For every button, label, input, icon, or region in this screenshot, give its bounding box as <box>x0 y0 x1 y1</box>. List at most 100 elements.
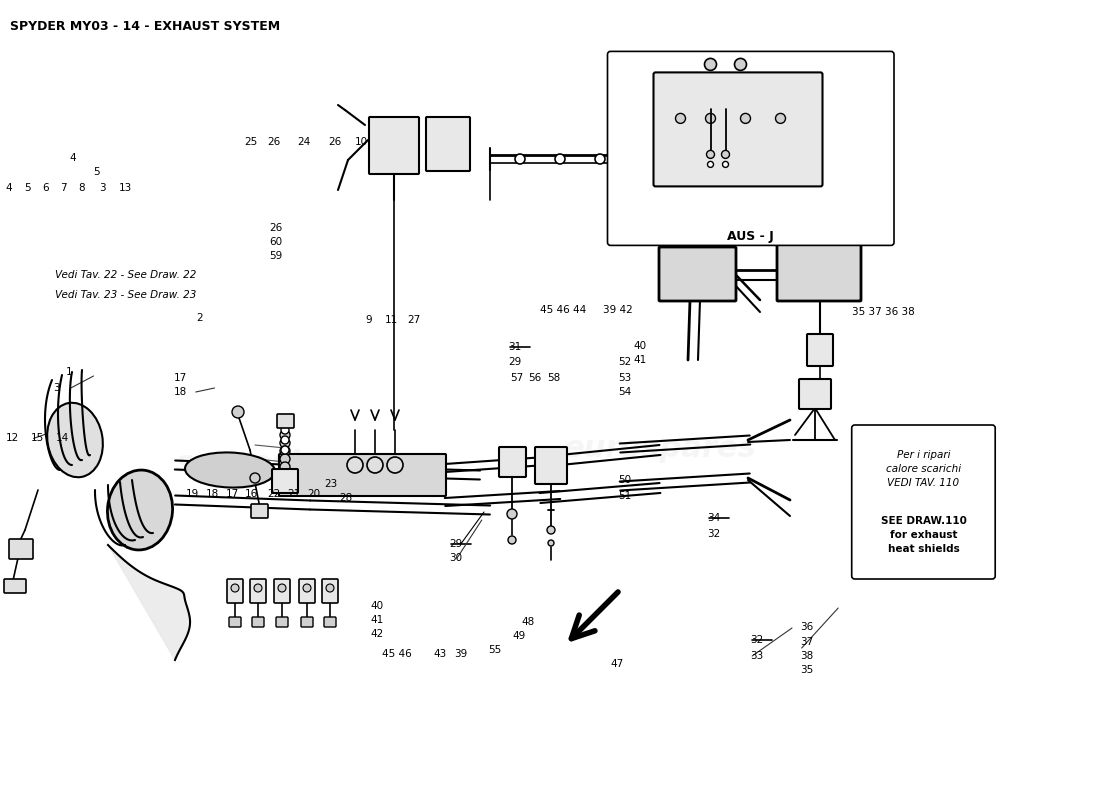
Circle shape <box>705 114 715 123</box>
Text: 4: 4 <box>69 154 76 163</box>
FancyBboxPatch shape <box>276 617 288 627</box>
Ellipse shape <box>47 402 103 478</box>
Text: 49: 49 <box>513 631 526 641</box>
Circle shape <box>548 540 554 546</box>
Circle shape <box>302 584 311 592</box>
Circle shape <box>722 150 729 158</box>
Text: 8: 8 <box>78 183 85 193</box>
Circle shape <box>280 454 290 464</box>
FancyBboxPatch shape <box>607 51 894 246</box>
Text: 14: 14 <box>56 434 69 443</box>
FancyBboxPatch shape <box>251 504 268 518</box>
FancyBboxPatch shape <box>272 469 298 493</box>
Text: 54: 54 <box>618 387 631 397</box>
Circle shape <box>723 162 728 167</box>
FancyBboxPatch shape <box>301 617 314 627</box>
Circle shape <box>556 154 565 164</box>
Circle shape <box>547 526 556 534</box>
FancyBboxPatch shape <box>653 72 823 186</box>
FancyBboxPatch shape <box>535 447 566 484</box>
Circle shape <box>396 129 404 137</box>
Circle shape <box>446 142 454 150</box>
Text: 9: 9 <box>365 315 372 325</box>
Text: 22: 22 <box>267 490 280 499</box>
Text: 37: 37 <box>800 637 813 646</box>
Text: 34: 34 <box>707 514 721 523</box>
FancyBboxPatch shape <box>368 117 419 174</box>
Circle shape <box>280 436 289 444</box>
Text: 55: 55 <box>488 645 502 654</box>
Circle shape <box>346 457 363 473</box>
Text: 11: 11 <box>385 315 398 325</box>
FancyBboxPatch shape <box>659 247 736 301</box>
Text: 29: 29 <box>449 539 462 549</box>
Circle shape <box>278 584 286 592</box>
Text: SEE DRAW.110
for exhaust
heat shields: SEE DRAW.110 for exhaust heat shields <box>880 515 967 554</box>
Text: 19: 19 <box>186 490 199 499</box>
Circle shape <box>326 584 334 592</box>
Text: 18: 18 <box>174 387 187 397</box>
Circle shape <box>446 127 454 135</box>
Circle shape <box>280 446 289 454</box>
FancyBboxPatch shape <box>227 579 243 603</box>
Text: 13: 13 <box>119 183 132 193</box>
Text: 28: 28 <box>339 493 352 502</box>
Text: 7: 7 <box>60 183 67 193</box>
Circle shape <box>396 158 404 166</box>
Polygon shape <box>108 545 190 660</box>
Circle shape <box>507 509 517 519</box>
Text: 42: 42 <box>371 630 384 639</box>
Circle shape <box>816 349 824 355</box>
Text: 24: 24 <box>297 138 310 147</box>
Text: 32: 32 <box>750 635 763 645</box>
Circle shape <box>231 584 239 592</box>
Circle shape <box>280 426 289 434</box>
FancyBboxPatch shape <box>799 379 830 409</box>
Circle shape <box>232 406 244 418</box>
Circle shape <box>707 162 714 167</box>
Circle shape <box>280 462 290 472</box>
Circle shape <box>675 114 685 123</box>
Text: 53: 53 <box>618 373 631 382</box>
Text: 41: 41 <box>634 355 647 365</box>
Text: 12: 12 <box>6 434 19 443</box>
Text: 36: 36 <box>800 622 813 632</box>
Text: Vedi Tav. 22 - See Draw. 22: Vedi Tav. 22 - See Draw. 22 <box>55 270 197 280</box>
Text: 50: 50 <box>618 475 631 485</box>
Ellipse shape <box>185 453 275 487</box>
Text: 48: 48 <box>521 618 535 627</box>
Text: 26: 26 <box>267 138 280 147</box>
Text: 17: 17 <box>174 373 187 382</box>
Text: 5: 5 <box>94 167 100 177</box>
Text: 20: 20 <box>307 490 320 499</box>
Text: 2: 2 <box>196 314 202 323</box>
Text: 56: 56 <box>528 373 541 382</box>
Circle shape <box>595 154 605 164</box>
Text: 30: 30 <box>449 554 462 563</box>
Circle shape <box>706 150 715 158</box>
Text: 33: 33 <box>750 651 763 661</box>
Text: 3: 3 <box>53 383 59 393</box>
Circle shape <box>740 114 750 123</box>
Text: 45 46 44: 45 46 44 <box>540 306 586 315</box>
Text: 60: 60 <box>270 238 283 247</box>
FancyBboxPatch shape <box>777 244 861 301</box>
Text: 26: 26 <box>270 223 283 233</box>
FancyBboxPatch shape <box>279 454 446 496</box>
Text: Per i ripari
calore scarichi
VEDI TAV. 110: Per i ripari calore scarichi VEDI TAV. 1… <box>886 450 961 489</box>
Circle shape <box>367 457 383 473</box>
Text: 41: 41 <box>371 615 384 625</box>
Text: 5: 5 <box>24 183 31 193</box>
Text: 31: 31 <box>508 342 521 352</box>
Text: 10: 10 <box>355 138 368 147</box>
Circle shape <box>280 438 290 448</box>
FancyBboxPatch shape <box>229 617 241 627</box>
FancyBboxPatch shape <box>274 579 290 603</box>
FancyBboxPatch shape <box>4 579 26 593</box>
Text: SPYDER MY03 - 14 - EXHAUST SYSTEM: SPYDER MY03 - 14 - EXHAUST SYSTEM <box>10 20 280 33</box>
Text: 51: 51 <box>618 491 631 501</box>
Text: 23: 23 <box>324 479 338 489</box>
Text: 18: 18 <box>206 490 219 499</box>
Text: 47: 47 <box>610 659 624 669</box>
Circle shape <box>250 473 260 483</box>
